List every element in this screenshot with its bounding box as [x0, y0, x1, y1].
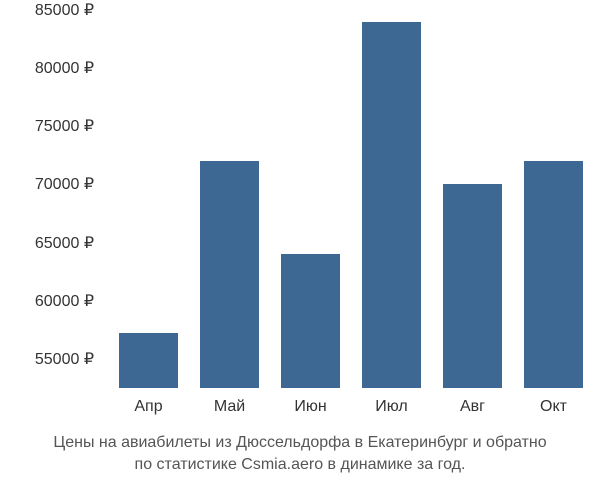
- bar: [443, 184, 501, 388]
- x-axis-tick: Авг: [460, 388, 485, 416]
- caption-line-2: по статистике Csmia.aero в динамике за г…: [135, 456, 466, 473]
- chart-caption: Цены на авиабилеты из Дюссельдорфа в Ека…: [0, 432, 600, 475]
- x-axis-tick: Июн: [294, 388, 326, 416]
- bar: [200, 161, 258, 388]
- y-axis-tick: 65000 ₽: [35, 233, 108, 253]
- x-axis-tick: Апр: [134, 388, 162, 416]
- y-axis-tick: 85000 ₽: [35, 0, 108, 20]
- x-axis-tick: Июл: [375, 388, 407, 416]
- bar: [281, 254, 339, 388]
- bar: [119, 333, 177, 388]
- price-chart: 55000 ₽ 60000 ₽ 65000 ₽ 70000 ₽ 75000 ₽ 80000…: [0, 0, 600, 500]
- x-axis-tick: Май: [214, 388, 245, 416]
- bar: [524, 161, 582, 388]
- bar: [362, 22, 420, 388]
- y-axis-tick: 80000 ₽: [35, 58, 108, 78]
- plot-area: 55000 ₽60000 ₽65000 ₽70000 ₽75000 ₽80000…: [108, 10, 594, 388]
- caption-line-1: Цены на авиабилеты из Дюссельдорфа в Ека…: [53, 434, 546, 451]
- y-axis-tick: 60000 ₽: [35, 291, 108, 311]
- y-axis-tick: 70000 ₽: [35, 174, 108, 194]
- x-axis-tick: Окт: [540, 388, 567, 416]
- y-axis-tick: 75000 ₽: [35, 116, 108, 136]
- y-axis-tick: 55000 ₽: [35, 349, 108, 369]
